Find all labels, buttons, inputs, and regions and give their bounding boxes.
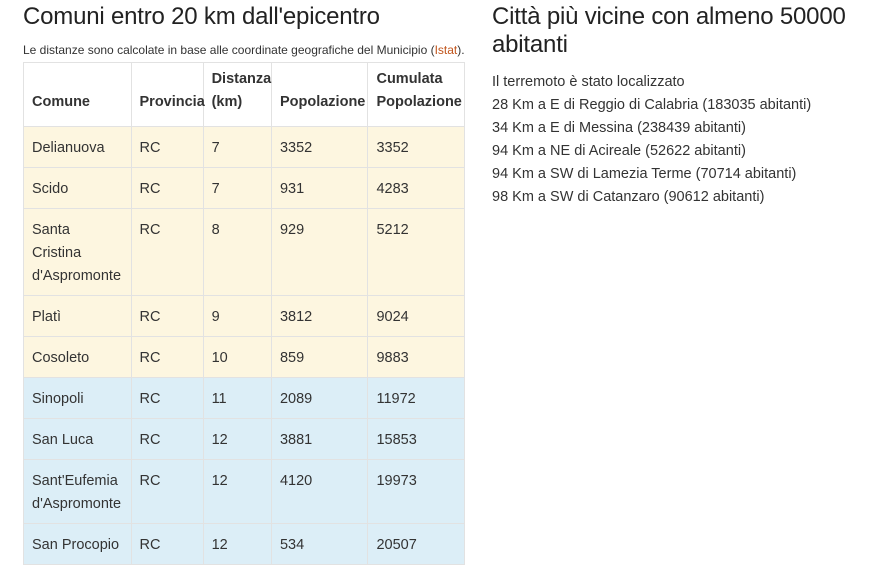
cell-provincia: RC [130, 295, 204, 337]
cell-popolazione: 3812 [270, 295, 369, 337]
note-end: ). [457, 43, 465, 57]
cell-cumulata: 9883 [367, 336, 465, 378]
cell-cumulata: 20507 [367, 523, 465, 565]
list-item: 34 Km a E di Messina (238439 abitanti) [492, 120, 746, 136]
cell-popolazione: 4120 [270, 459, 369, 524]
list-item: 98 Km a SW di Catanzaro (90612 abitanti) [492, 189, 765, 205]
note-text: Le distanze sono calcolate in base alle … [23, 43, 435, 57]
cell-distanza: 10 [202, 336, 272, 378]
cell-cumulata: 19973 [367, 459, 465, 524]
table-row: Santa Cristina d'Aspromonte RC 8 929 521… [23, 208, 465, 296]
cell-cumulata: 9024 [367, 295, 465, 337]
cell-cumulata: 15853 [367, 418, 465, 460]
nearest-cities-title: Città più vicine con almeno 50000 abitan… [492, 3, 846, 58]
table-row: Delianuova RC 7 3352 3352 [23, 126, 465, 168]
list-intro: Il terremoto è stato localizzato [492, 74, 685, 90]
cell-popolazione: 3352 [270, 126, 369, 168]
list-item: 94 Km a NE di Acireale (52622 abitanti) [492, 143, 746, 159]
cell-distanza: 11 [202, 377, 272, 419]
cell-popolazione: 931 [270, 167, 369, 209]
cell-comune: Sant'Eufemia d'Aspromonte [23, 459, 132, 524]
cell-comune: San Luca [23, 418, 132, 460]
cell-provincia: RC [130, 336, 204, 378]
cell-distanza: 12 [202, 459, 272, 524]
list-item: 28 Km a E di Reggio di Calabria (183035 … [492, 97, 812, 113]
cell-comune: Santa Cristina d'Aspromonte [23, 208, 132, 296]
cell-distanza: 12 [202, 523, 272, 565]
istat-link[interactable]: Istat [434, 43, 458, 57]
cell-cumulata: 4283 [367, 167, 465, 209]
cell-comune: Cosoleto [23, 336, 132, 378]
cell-comune: Delianuova [23, 126, 132, 168]
cell-provincia: RC [130, 418, 204, 460]
header-provincia[interactable]: Provincia [130, 62, 205, 127]
distance-note: Le distanze sono calcolate in base alle … [23, 40, 465, 60]
cell-provincia: RC [130, 126, 204, 168]
nearest-cities-section: Città più vicine con almeno 50000 abitan… [492, 0, 873, 209]
cell-comune: Scido [23, 167, 132, 209]
header-cumulata[interactable]: Cumulata Popolazione [367, 62, 465, 127]
header-popolazione[interactable]: Popolazione [270, 62, 369, 127]
cell-cumulata: 3352 [367, 126, 465, 168]
cell-popolazione: 929 [270, 208, 369, 296]
cell-provincia: RC [130, 377, 204, 419]
cell-comune: Platì [23, 295, 132, 337]
cell-provincia: RC [130, 167, 204, 209]
municipalities-title: Comuni entro 20 km dall'epicentro [23, 3, 380, 30]
table-row: Sinopoli RC 11 2089 11972 [23, 377, 465, 419]
cell-cumulata: 11972 [367, 377, 465, 419]
table-row: Cosoleto RC 10 859 9883 [23, 336, 465, 378]
cell-provincia: RC [130, 459, 204, 524]
list-item: 94 Km a SW di Lamezia Terme (70714 abita… [492, 166, 797, 182]
cell-distanza: 7 [202, 126, 272, 168]
cell-distanza: 7 [202, 167, 272, 209]
cell-popolazione: 859 [270, 336, 369, 378]
cell-popolazione: 3881 [270, 418, 369, 460]
table-row: Platì RC 9 3812 9024 [23, 295, 465, 337]
cell-comune: San Procopio [23, 523, 132, 565]
cell-cumulata: 5212 [367, 208, 465, 296]
table-header-row: Comune Provincia Distanza (km) Popolazio… [23, 62, 465, 127]
table-row: Sant'Eufemia d'Aspromonte RC 12 4120 199… [23, 459, 465, 524]
cell-distanza: 8 [202, 208, 272, 296]
cell-distanza: 12 [202, 418, 272, 460]
cell-distanza: 9 [202, 295, 272, 337]
cell-provincia: RC [130, 523, 204, 565]
municipalities-table: Comune Provincia Distanza (km) Popolazio… [23, 62, 465, 565]
cell-provincia: RC [130, 208, 204, 296]
municipalities-section: Comuni entro 20 km dall'epicentro Le dis… [23, 0, 465, 565]
cell-comune: Sinopoli [23, 377, 132, 419]
header-distanza[interactable]: Distanza (km) [202, 62, 272, 127]
nearest-cities-list: Il terremoto è stato localizzato 28 Km a… [492, 71, 873, 209]
table-row: San Procopio RC 12 534 20507 [23, 523, 465, 565]
table-row: Scido RC 7 931 4283 [23, 167, 465, 209]
header-comune[interactable]: Comune [23, 62, 132, 127]
cell-popolazione: 2089 [270, 377, 369, 419]
cell-popolazione: 534 [270, 523, 369, 565]
table-row: San Luca RC 12 3881 15853 [23, 418, 465, 460]
